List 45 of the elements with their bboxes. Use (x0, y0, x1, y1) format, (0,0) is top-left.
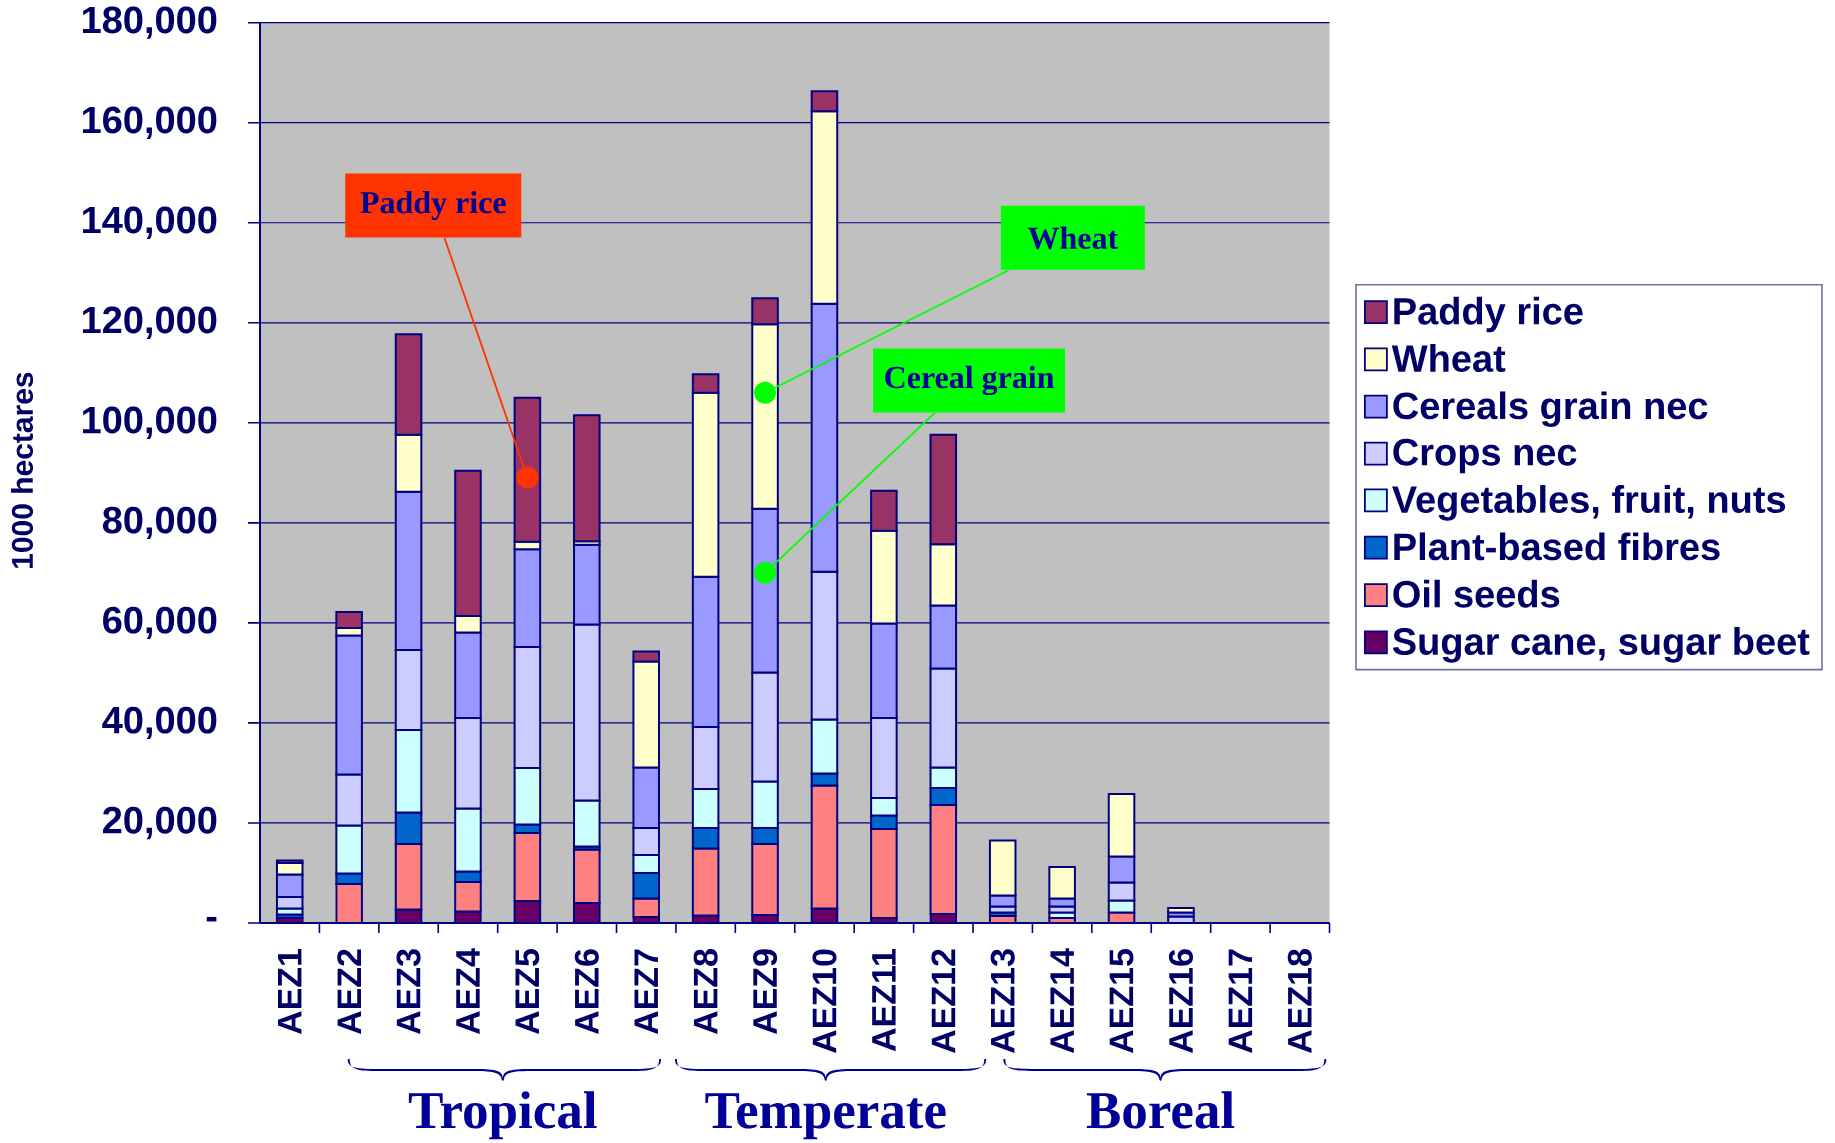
bar (573, 414, 601, 543)
y-tick-label: 140,000 (82, 206, 217, 239)
y-tick-label: 160,000 (82, 106, 217, 139)
x-tick-label: AEZ4 (456, 948, 480, 1035)
y-tick-label: 120,000 (82, 306, 217, 339)
annotation: Cereal grain (885, 365, 1055, 396)
legend-label: Vegetables, fruit, nuts (1392, 485, 1786, 521)
x-tick-label: AEZ10 (812, 949, 837, 1054)
x-tick-label: AEZ15 (1109, 948, 1134, 1054)
y-tick-label: 180,000 (82, 6, 217, 39)
x-tick-label: AEZ17 (1228, 949, 1253, 1054)
legend-label: Plant-based fibres (1394, 532, 1720, 561)
legend-label: Paddy rice (1394, 296, 1583, 333)
y-axis-title: 1000 hectares (11, 372, 34, 568)
x-tick-label: AEZ18 (1287, 949, 1312, 1054)
x-tick-label: AEZ7 (634, 949, 658, 1035)
x-tick-label: AEZ11 (872, 948, 896, 1052)
legend-label: Crops nec (1393, 438, 1577, 474)
annotation: Wheat (1027, 226, 1119, 250)
x-tick-label: AEZ8 (693, 949, 718, 1035)
x-tick-label: AEZ12 (931, 949, 956, 1054)
x-tick-label: AEZ1 (278, 948, 302, 1035)
text: Boreal (1086, 1091, 1235, 1129)
y-tick-label: 100,000 (82, 406, 217, 440)
bar (1167, 906, 1195, 914)
x-tick-label: AEZ9 (753, 949, 778, 1035)
legend-label: Sugar cane, sugar beet (1392, 627, 1810, 663)
legend-label: Cereals grain nec (1393, 391, 1708, 428)
y-tick-label: - (206, 916, 217, 922)
x-tick-label: AEZ16 (1168, 949, 1194, 1054)
legend-label: Oil seeds (1393, 579, 1560, 608)
x-tick-label: AEZ2 (337, 949, 361, 1035)
legend-label: Wheat (1391, 344, 1506, 373)
y-tick-label: 40,000 (102, 706, 217, 740)
y-tick-label: 20,000 (103, 806, 217, 840)
y-tick-label: 80,000 (102, 506, 217, 540)
annotation: Paddy rice (360, 190, 506, 220)
text: Tropical (408, 1091, 597, 1140)
x-tick-label: AEZ5 (515, 948, 540, 1035)
y-tick-label: 60,000 (103, 606, 217, 640)
text: Temperate (705, 1093, 946, 1140)
x-tick-label: AEZ6 (574, 949, 599, 1035)
x-tick-label: AEZ3 (396, 949, 421, 1035)
x-tick-label: AEZ14 (1050, 948, 1074, 1054)
x-tick-label: AEZ13 (990, 949, 1015, 1054)
